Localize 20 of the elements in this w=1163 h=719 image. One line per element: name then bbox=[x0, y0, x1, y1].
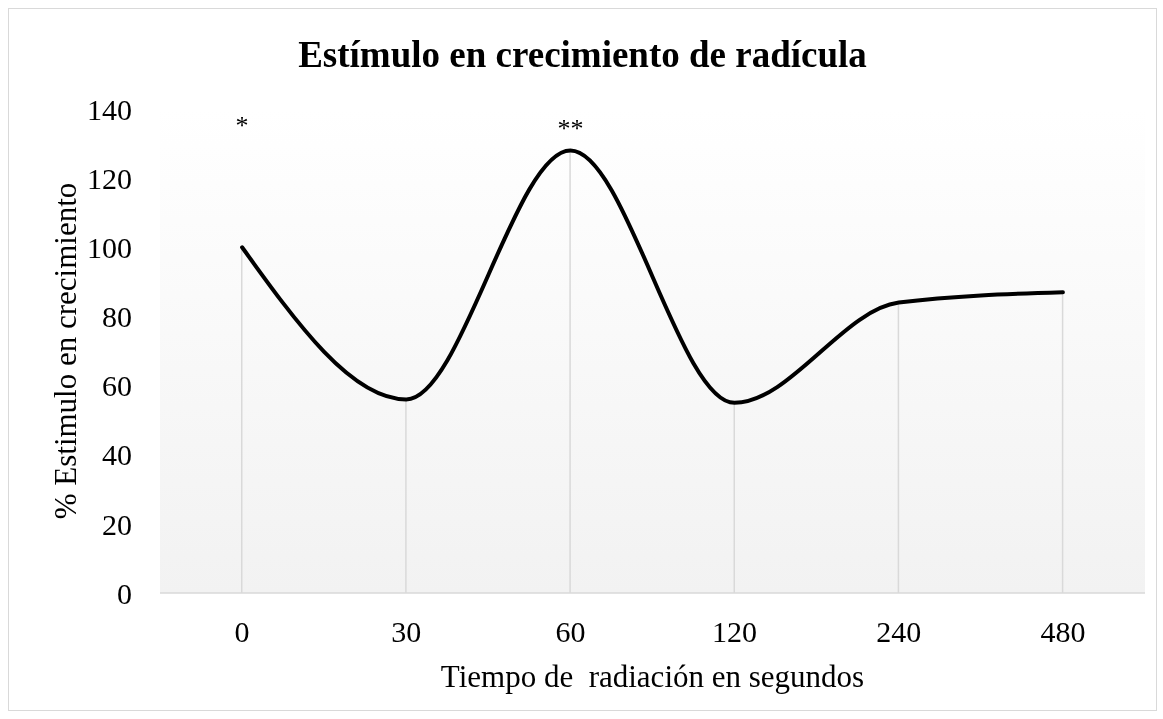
y-tick-label: 140 bbox=[87, 92, 132, 126]
x-tick-label: 120 bbox=[712, 615, 758, 649]
x-tick-label: 480 bbox=[1040, 615, 1086, 649]
y-tick-label: 20 bbox=[102, 507, 132, 541]
x-tick-label: 0 bbox=[234, 615, 250, 649]
x-tick-label: 60 bbox=[555, 615, 586, 649]
y-tick-label: 80 bbox=[102, 300, 132, 334]
chart-title: Estímulo en crecimiento de radícula bbox=[297, 34, 868, 75]
y-tick-label: 60 bbox=[102, 369, 132, 403]
x-tick-label: 30 bbox=[391, 615, 422, 649]
line-series bbox=[240, 148, 1065, 405]
annotation: ** bbox=[557, 113, 584, 143]
y-tick-label: 100 bbox=[87, 230, 132, 264]
y-tick-label: 0 bbox=[117, 576, 132, 610]
x-tick-label: 240 bbox=[876, 615, 922, 649]
y-tick-label: 120 bbox=[87, 161, 132, 195]
x-axis-title: Tiempo de radiación en segundos bbox=[440, 659, 865, 694]
y-tick-label: 40 bbox=[102, 438, 132, 472]
annotation: * bbox=[235, 110, 249, 140]
y-axis-title: % Estimulo en crecimiento bbox=[47, 182, 83, 520]
